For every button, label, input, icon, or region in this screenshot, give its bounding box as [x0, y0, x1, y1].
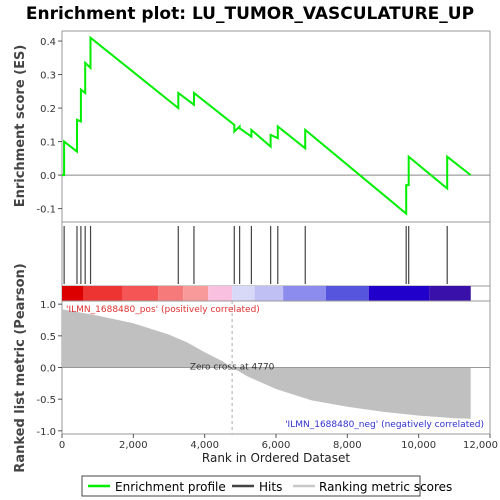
- negative-correlation-label: 'ILMN_1688480_neg' (negatively correlate…: [285, 420, 484, 430]
- legend-metric-label: Ranking metric scores: [319, 480, 452, 494]
- metric-y-ticks: -1.0 -0.5 0.0 0.5 1.0: [36, 300, 62, 438]
- hits-panel: [61, 221, 491, 287]
- heatmap-segment: [83, 286, 123, 301]
- x-tick-label: 0: [59, 440, 65, 451]
- x-tick-label: 2,000: [119, 440, 148, 451]
- hit-markers: [63, 226, 448, 284]
- es-y-tick-label: 0.3: [40, 71, 56, 82]
- positive-correlation-label: 'ILMN_1688480_pos' (positively correlate…: [66, 305, 260, 315]
- legend-enrichment-label: Enrichment profile: [115, 480, 226, 494]
- es-panel-frame: [61, 30, 491, 223]
- heatmap-segment: [62, 286, 84, 301]
- metric-x-ticks: 0 2,000 4,000 6,000 8,000 10,000 12,000: [59, 434, 498, 451]
- metric-y-tick-label: 0.5: [40, 332, 56, 343]
- es-y-ticks: -0.1 0.0 0.1 0.2 0.3 0.4: [36, 37, 62, 216]
- metric-y-axis-label: Ranked list metric (Pearson): [13, 263, 28, 472]
- heatmap-segment: [325, 286, 369, 301]
- heatmap-segment: [158, 286, 184, 301]
- x-tick-label: 6,000: [262, 440, 291, 451]
- heatmap-segment: [208, 286, 233, 301]
- metric-y-tick-label: 0.0: [40, 364, 56, 375]
- es-y-tick-label: -0.1: [36, 205, 56, 216]
- x-tick-label: 8,000: [333, 440, 362, 451]
- chart-title: Enrichment plot: LU_TUMOR_VASCULATURE_UP: [26, 4, 474, 24]
- heatmap-segment: [232, 286, 255, 301]
- es-y-tick-label: 0.2: [40, 104, 56, 115]
- x-tick-label: 10,000: [401, 440, 436, 451]
- heatmap-segment: [368, 286, 430, 301]
- es-y-tick-label: 0.4: [40, 37, 56, 48]
- es-y-tick-label: 0.0: [40, 171, 56, 182]
- es-y-tick-label: 0.1: [40, 138, 56, 149]
- x-axis-label: Rank in Ordered Dataset: [202, 451, 350, 465]
- metric-y-tick-label: -1.0: [36, 427, 56, 438]
- x-tick-label: 12,000: [463, 440, 498, 451]
- heatmap-segment: [254, 286, 284, 301]
- heatmap-segment: [283, 286, 326, 301]
- es-y-axis-label: Enrichment score (ES): [13, 45, 28, 208]
- hits-panel-frame: [61, 221, 491, 287]
- es-panel: -0.1 0.0 0.1 0.2 0.3 0.4 Enrichment score (ES…: [13, 30, 491, 223]
- metric-y-tick-label: -0.5: [36, 395, 56, 406]
- heatmap-segments: [62, 286, 471, 301]
- ranking-metric-area: [62, 309, 471, 419]
- enrichment-profile-line: [62, 35, 472, 216]
- metric-y-tick-label: 1.0: [40, 300, 56, 311]
- heatmap-segment: [183, 286, 209, 301]
- legend-hits-label: Hits: [259, 480, 282, 494]
- x-tick-label: 4,000: [190, 440, 219, 451]
- ranking-heatmap-bar: [61, 285, 491, 302]
- zero-cross-label: Zero cross at 4770: [190, 363, 275, 373]
- heatmap-segment: [429, 286, 471, 301]
- legend: Enrichment profile Hits Ranking metric s…: [81, 475, 452, 497]
- heatmap-segment: [122, 286, 159, 301]
- metric-panel: Zero cross at 4770 'ILMN_1688480_pos' (p…: [13, 263, 498, 472]
